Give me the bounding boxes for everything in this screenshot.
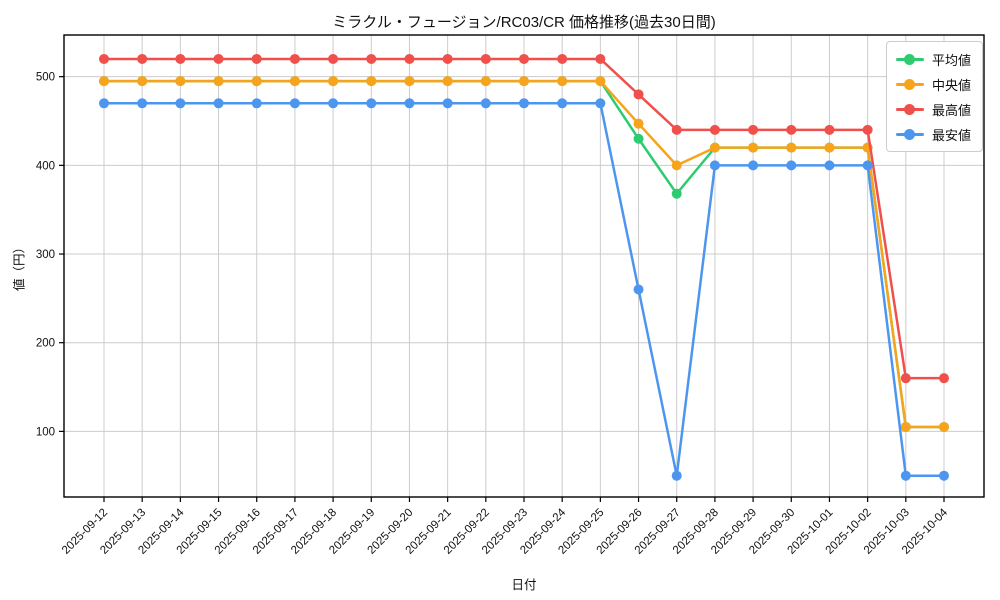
data-point-marker <box>633 133 644 144</box>
data-point-marker <box>404 53 415 64</box>
data-point-marker <box>328 98 339 109</box>
data-point-marker <box>404 98 415 109</box>
data-point-marker <box>213 53 224 64</box>
y-tick-label: 300 <box>36 249 55 261</box>
data-point-marker <box>137 76 148 87</box>
data-point-marker <box>633 284 644 295</box>
data-point-marker <box>939 373 949 384</box>
data-point-marker <box>366 76 377 87</box>
data-point-marker <box>99 76 109 87</box>
data-point-marker <box>633 118 644 129</box>
data-point-marker <box>519 53 529 64</box>
data-point-marker <box>251 76 262 87</box>
data-point-marker <box>709 160 720 171</box>
y-tick-label: 400 <box>36 160 55 172</box>
data-point-marker <box>786 142 797 153</box>
data-point-marker <box>442 53 453 64</box>
data-point-marker <box>442 98 453 109</box>
data-point-marker <box>709 124 720 135</box>
data-point-marker <box>175 76 186 87</box>
data-point-marker <box>709 142 720 153</box>
data-point-marker <box>480 53 491 64</box>
x-axis-label: 日付 <box>511 578 537 592</box>
data-point-marker <box>328 53 339 64</box>
data-point-marker <box>404 76 415 87</box>
y-tick-label: 100 <box>36 426 55 438</box>
data-point-marker <box>480 98 491 109</box>
data-point-marker <box>595 76 606 87</box>
data-point-marker <box>251 98 262 109</box>
data-point-marker <box>900 470 911 481</box>
data-point-marker <box>328 76 339 87</box>
data-point-marker <box>748 124 759 135</box>
legend-item: 中央値 <box>895 74 971 94</box>
data-point-marker <box>595 98 606 109</box>
data-point-marker <box>519 76 529 87</box>
data-point-marker <box>900 421 911 432</box>
data-point-marker <box>748 142 759 153</box>
data-point-marker <box>480 76 491 87</box>
data-point-marker <box>671 470 682 481</box>
data-point-marker <box>748 160 759 171</box>
data-point-marker <box>557 53 568 64</box>
data-point-marker <box>633 89 644 100</box>
y-tick-label: 500 <box>36 72 55 84</box>
legend-label: 平均値 <box>931 52 971 68</box>
legend-swatch-icon <box>895 74 924 94</box>
data-point-marker <box>939 470 949 481</box>
legend: 平均値中央値最高値最安値 <box>885 41 983 152</box>
data-point-marker <box>137 53 148 64</box>
data-point-marker <box>137 98 148 109</box>
data-point-marker <box>366 98 377 109</box>
legend-item: 最高値 <box>895 99 971 119</box>
data-point-marker <box>862 160 873 171</box>
data-point-marker <box>671 188 682 199</box>
legend-item: 最安値 <box>895 124 971 144</box>
data-point-marker <box>595 53 606 64</box>
data-point-marker <box>824 124 835 135</box>
data-point-marker <box>557 98 568 109</box>
data-point-marker <box>99 53 109 64</box>
legend-swatch-icon <box>895 99 924 119</box>
data-point-marker <box>175 53 186 64</box>
data-point-marker <box>786 160 797 171</box>
legend-label: 中央値 <box>931 77 971 93</box>
data-point-marker <box>175 98 186 109</box>
data-point-marker <box>442 76 453 87</box>
data-point-marker <box>251 53 262 64</box>
legend-swatch-icon <box>895 124 924 144</box>
data-point-marker <box>862 124 873 135</box>
data-point-marker <box>289 76 300 87</box>
data-point-marker <box>366 53 377 64</box>
data-point-marker <box>939 421 949 432</box>
data-point-marker <box>213 76 224 87</box>
data-point-marker <box>671 124 682 135</box>
data-point-marker <box>99 98 109 109</box>
data-point-marker <box>213 98 224 109</box>
data-point-marker <box>289 98 300 109</box>
data-point-marker <box>557 76 568 87</box>
legend-label: 最安値 <box>931 127 971 143</box>
legend-label: 最高値 <box>931 102 971 118</box>
y-tick-label: 200 <box>36 338 55 350</box>
legend-item: 平均値 <box>895 49 971 69</box>
data-point-marker <box>671 160 682 171</box>
data-point-marker <box>824 142 835 153</box>
data-point-marker <box>824 160 835 171</box>
y-axis-label: 値（円） <box>12 240 27 292</box>
data-point-marker <box>289 53 300 64</box>
data-point-marker <box>786 124 797 135</box>
data-point-marker <box>900 373 911 384</box>
chart-title: ミラクル・フュージョン/RC03/CR 価格推移(過去30日間) <box>332 14 716 31</box>
legend-swatch-icon <box>895 49 924 69</box>
data-point-marker <box>519 98 529 109</box>
